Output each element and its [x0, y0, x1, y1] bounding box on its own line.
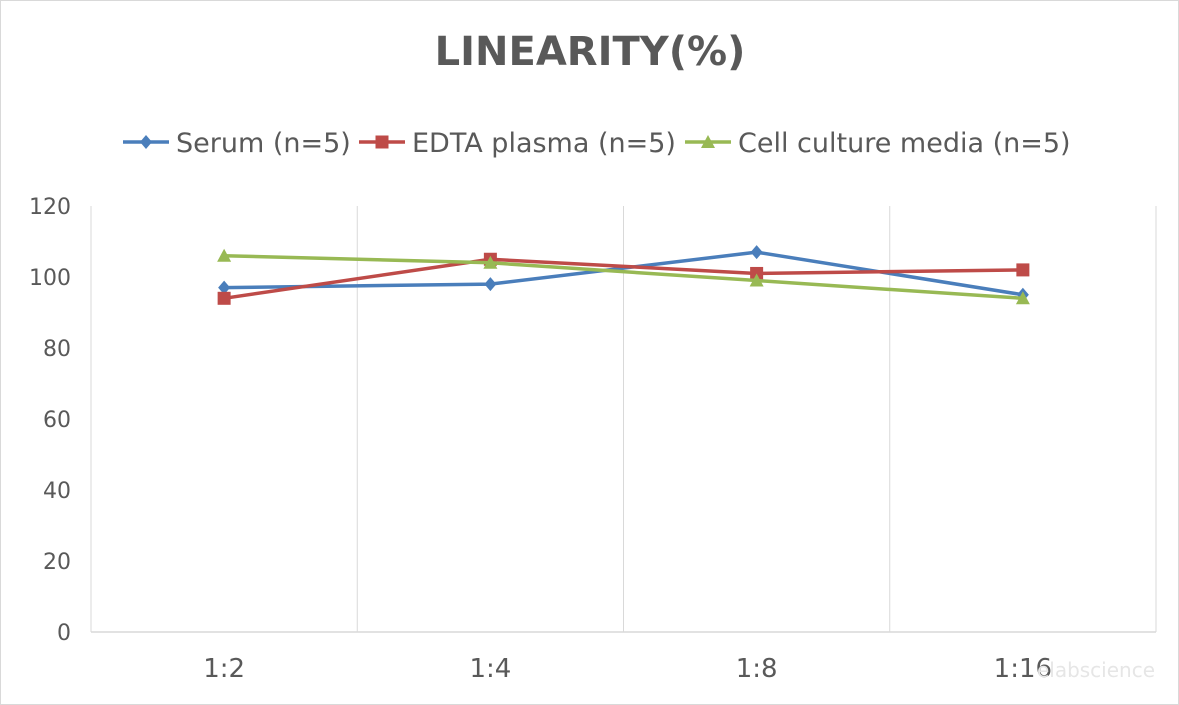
data-point	[1016, 263, 1030, 277]
y-tick-label: 120	[29, 195, 71, 220]
data-point	[750, 245, 763, 260]
data-point	[217, 291, 231, 305]
watermark: elabscience	[1037, 658, 1155, 682]
x-tick-label: 1:16	[994, 654, 1052, 684]
series-group	[217, 245, 1030, 305]
data-point	[749, 273, 764, 287]
series-line	[223, 257, 1023, 301]
legend-label: EDTA plasma (n=5)	[412, 128, 676, 159]
gridlines	[90, 206, 1157, 633]
legend-label: Serum (n=5)	[176, 128, 351, 159]
data-point	[218, 280, 231, 295]
y-tick-label: 40	[43, 479, 71, 504]
chart-title: LINEARITY(%)	[435, 29, 746, 75]
y-tick-label: 100	[29, 266, 71, 291]
legend-marker	[701, 135, 715, 148]
y-tick-label: 80	[43, 337, 71, 362]
x-axis-ticks: 1:2 1:4 1:8 1:16	[203, 654, 1052, 684]
data-point	[1015, 291, 1030, 305]
legend-marker	[140, 135, 152, 149]
series-2	[217, 248, 1030, 305]
y-axis-ticks: 0 20 40 60 80 100 120	[29, 195, 71, 646]
data-point	[217, 248, 232, 262]
x-tick-label: 1:2	[203, 654, 245, 684]
series-line	[224, 253, 1023, 301]
x-tick-label: 1:8	[736, 654, 778, 684]
legend-marker	[375, 135, 389, 149]
series-line	[224, 250, 1024, 297]
y-tick-label: 60	[43, 408, 71, 433]
y-tick-label: 20	[43, 550, 71, 575]
legend-label: Cell culture media (n=5)	[738, 128, 1071, 159]
legend: Serum (n=5) EDTA plasma (n=5) Cell culture…	[123, 128, 1071, 159]
x-tick-label: 1:4	[469, 654, 511, 684]
y-tick-label: 0	[57, 621, 71, 646]
data-point	[483, 255, 498, 269]
data-point	[750, 266, 764, 280]
data-point	[484, 277, 497, 292]
